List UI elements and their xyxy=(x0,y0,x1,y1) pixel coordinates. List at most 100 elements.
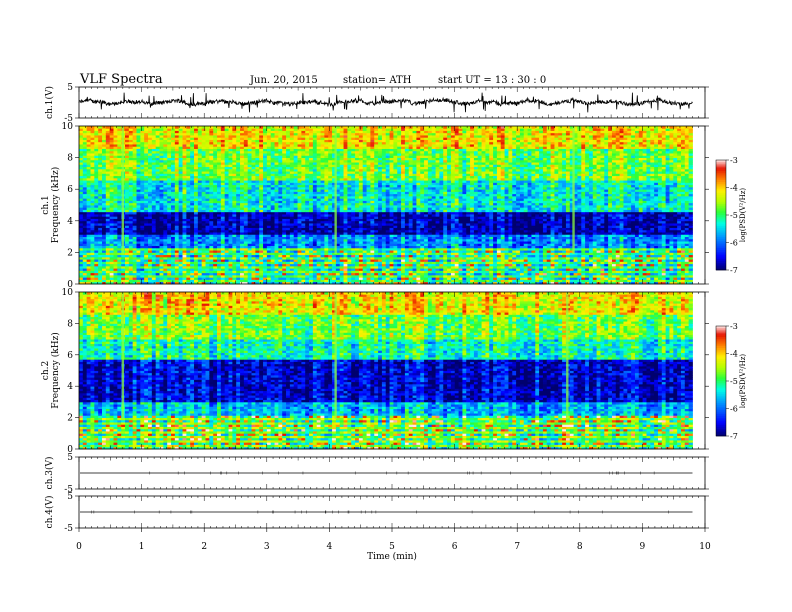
spectrogram-cell xyxy=(113,184,118,188)
spectrogram-cell xyxy=(174,171,180,174)
spectrogram-cell xyxy=(174,141,180,145)
spectrogram-cell xyxy=(148,211,153,215)
spectrogram-cell xyxy=(174,130,180,134)
spectrogram-cell xyxy=(209,238,214,242)
spectrogram-cell xyxy=(132,256,137,260)
spectrogram-cell xyxy=(102,193,107,197)
spectrogram-cell xyxy=(178,168,183,172)
spectrogram-cell xyxy=(79,175,84,179)
spectrogram-cell xyxy=(178,132,183,136)
spectrogram-cell xyxy=(236,245,241,249)
spectrogram-cell xyxy=(247,270,252,274)
spectrogram-cell xyxy=(224,200,229,204)
spectrogram-cell xyxy=(209,155,214,158)
spectrogram-cell xyxy=(155,128,160,131)
spectrogram-cell xyxy=(209,182,214,186)
spectrogram-cell xyxy=(178,211,183,215)
spectrogram-cell xyxy=(86,157,91,161)
spectrogram-cell xyxy=(232,281,237,285)
spectrogram-cell xyxy=(167,175,172,179)
spectrogram-cell xyxy=(148,265,153,269)
spectrogram-cell xyxy=(194,229,199,233)
spectrogram-cell xyxy=(209,159,214,163)
spectrogram-cell xyxy=(174,173,180,177)
spectrogram-cell xyxy=(113,162,118,165)
spectrogram-cell xyxy=(186,150,191,154)
spectrogram-cell xyxy=(117,126,122,129)
spectrogram-cell xyxy=(113,144,118,147)
spectrogram-cell xyxy=(117,227,122,231)
spectrogram-cell xyxy=(174,126,180,129)
spectrogram-cell xyxy=(151,205,157,208)
spectrogram-cell xyxy=(213,263,218,267)
spectrogram-cell xyxy=(90,279,95,283)
spectrogram-cell xyxy=(98,177,103,181)
spectrogram-cell xyxy=(128,180,134,183)
spectrogram-cell xyxy=(224,177,229,181)
spectrogram-cell xyxy=(190,173,195,177)
spectrogram-cell xyxy=(86,177,91,181)
spectrogram-cell xyxy=(159,245,164,249)
spectrogram-cell xyxy=(197,168,203,172)
spectrogram-cell xyxy=(186,279,191,283)
spectrogram-cell xyxy=(205,141,210,145)
spectrogram-cell xyxy=(94,245,99,249)
spectrogram-cell xyxy=(117,245,122,249)
spectrogram-cell xyxy=(228,250,233,253)
spectrogram-cell xyxy=(113,247,118,251)
spectrogram-cell xyxy=(163,281,168,285)
spectrogram-cell xyxy=(82,198,88,201)
spectrogram-cell xyxy=(178,214,183,217)
spectrogram-cell xyxy=(109,281,114,285)
spectrogram-cell xyxy=(186,272,191,276)
spectrogram-cell xyxy=(197,155,203,158)
spectrogram-cell xyxy=(247,263,252,267)
spectrogram-cell xyxy=(186,277,191,280)
spectrogram-cell xyxy=(167,261,172,265)
spectrogram-cell xyxy=(132,141,137,145)
spectrogram-cell xyxy=(105,168,111,172)
spectrogram-cell xyxy=(86,202,91,206)
spectrogram-cell xyxy=(213,270,218,274)
spectrogram-cell xyxy=(113,225,118,228)
spectrogram-cell xyxy=(174,263,180,267)
spectrogram-cell xyxy=(194,241,199,244)
spectrogram-cell xyxy=(79,139,84,143)
spectrogram-cell xyxy=(155,220,160,224)
spectrogram-cell xyxy=(79,232,84,235)
spectrogram-cell xyxy=(148,171,153,174)
spectrogram-cell xyxy=(148,177,153,181)
spectrogram-cell xyxy=(136,277,141,280)
spectrogram-cell xyxy=(178,229,183,233)
spectrogram-cell xyxy=(174,144,180,147)
spectrogram-cell xyxy=(224,245,229,249)
spectrogram-cell xyxy=(82,207,88,210)
spectrogram-cell xyxy=(148,193,153,197)
spectrogram-cell xyxy=(201,182,206,186)
spectrogram-cell xyxy=(213,209,218,213)
spectrogram-cell xyxy=(236,148,241,152)
spectrogram-cell xyxy=(197,236,203,240)
spectrogram-cell xyxy=(132,186,137,190)
spectrogram-cell xyxy=(182,198,187,201)
spectrogram-cell xyxy=(98,220,103,224)
spectrogram-cell xyxy=(182,281,187,285)
spectrogram-cell xyxy=(178,141,183,145)
spectrogram-cell xyxy=(186,220,191,224)
spectrogram-cell xyxy=(178,144,183,147)
spectrogram-cell xyxy=(163,198,168,201)
spectrogram-cell xyxy=(136,135,141,138)
spectrogram-cell xyxy=(163,164,168,168)
spectrogram-cell xyxy=(247,225,252,228)
spectrogram-cell xyxy=(125,191,130,195)
spectrogram-cell xyxy=(113,141,118,145)
spectrogram-cell xyxy=(236,146,241,149)
spectrogram-cell xyxy=(82,281,88,285)
spectrogram-cell xyxy=(190,153,195,156)
spectrogram-cell xyxy=(163,189,168,192)
spectrogram-cell xyxy=(98,139,103,143)
spectrogram-cell xyxy=(182,270,187,274)
spectrogram-cell xyxy=(232,186,237,190)
spectrogram-cell xyxy=(167,162,172,165)
spectrogram-cell xyxy=(94,236,99,240)
